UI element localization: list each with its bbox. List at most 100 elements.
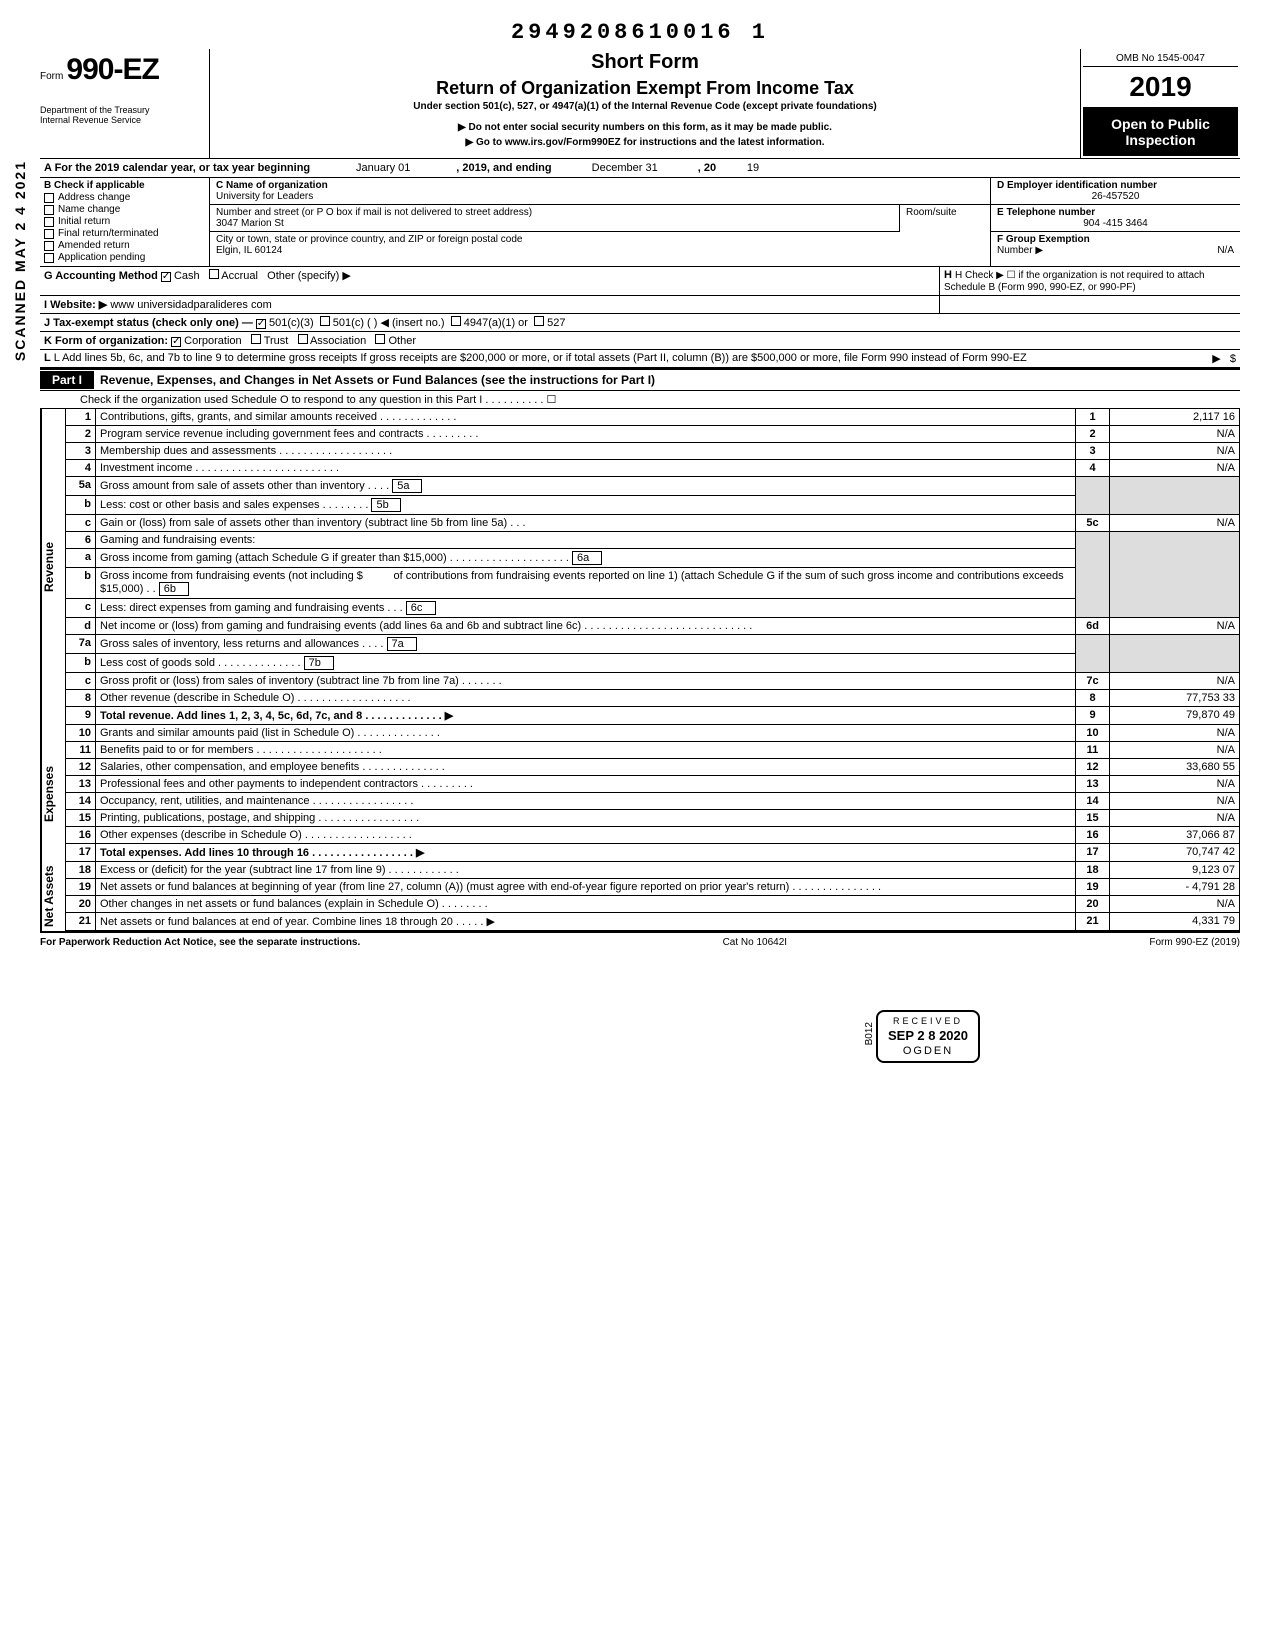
section-l: L L Add lines 5b, 6c, and 7b to line 9 t…: [40, 350, 1240, 369]
part1-header: Part I Revenue, Expenses, and Changes in…: [40, 369, 1240, 391]
line-16: 16Other expenses (describe in Schedule O…: [66, 827, 1240, 844]
stamp-received: RECEIVED: [888, 1016, 968, 1026]
line-11: 11Benefits paid to or for members . . . …: [66, 742, 1240, 759]
open-public-2: Inspection: [1087, 132, 1234, 148]
year-suffix: 19: [1161, 71, 1192, 102]
open-public-badge: Open to Public Inspection: [1083, 108, 1238, 156]
line-3: 3Membership dues and assessments . . . .…: [66, 443, 1240, 460]
chk-label: Final return/terminated: [58, 228, 159, 239]
org-name: University for Leaders: [216, 191, 313, 202]
dept-irs: Internal Revenue Service: [40, 115, 203, 125]
street-label: Number and street (or P O box if mail is…: [216, 207, 532, 218]
chk-label: Application pending: [58, 252, 145, 263]
short-form-label: Short Form: [218, 51, 1072, 74]
street-value: 3047 Marion St: [216, 218, 284, 229]
chk-initial-return[interactable]: Initial return: [44, 216, 205, 227]
section-g: G Accounting Method Cash Accrual Other (…: [40, 267, 1240, 296]
chk-corp[interactable]: [171, 337, 181, 347]
scanned-stamp: SCANNED MAY 2 4 2021: [12, 160, 28, 361]
line-4: 4Investment income . . . . . . . . . . .…: [66, 460, 1240, 477]
expenses-section: Expenses 10Grants and similar amounts pa…: [40, 725, 1240, 862]
line-15: 15Printing, publications, postage, and s…: [66, 810, 1240, 827]
chk-4947[interactable]: [451, 316, 461, 326]
line-14: 14Occupancy, rent, utilities, and mainte…: [66, 793, 1240, 810]
chk-amended-return[interactable]: Amended return: [44, 240, 205, 251]
k-assoc: Association: [310, 335, 366, 347]
chk-cash[interactable]: [161, 272, 171, 282]
chk-accrual[interactable]: [209, 269, 219, 279]
section-j: J Tax-exempt status (check only one) — 5…: [40, 314, 1240, 332]
chk-trust[interactable]: [251, 334, 261, 344]
line-a-label: A For the 2019 calendar year, or tax yea…: [44, 162, 310, 174]
line-a-end: December 31: [555, 162, 695, 174]
line-9: 9Total revenue. Add lines 1, 2, 3, 4, 5c…: [66, 707, 1240, 725]
f-label2: Number ▶: [997, 245, 1043, 256]
section-i: I Website: ▶ www universidadparalideres …: [40, 296, 1240, 314]
chk-501c3[interactable]: [256, 319, 266, 329]
footer-mid: Cat No 10642I: [723, 937, 788, 948]
city-value: Elgin, IL 60124: [216, 245, 282, 256]
part1-check-line: Check if the organization used Schedule …: [40, 391, 1240, 409]
chk-501c[interactable]: [320, 316, 330, 326]
stamp-location: OGDEN: [888, 1045, 968, 1057]
tax-year: 2019: [1083, 67, 1238, 108]
e-label: E Telephone number: [997, 207, 1095, 218]
chk-other[interactable]: [375, 334, 385, 344]
chk-label: Initial return: [58, 216, 110, 227]
line-6: 6Gaming and fundraising events:: [66, 532, 1240, 549]
j-opt4: 527: [547, 317, 565, 329]
received-stamp: RECEIVED SEP 2 8 2020 OGDEN B012: [876, 1010, 980, 1063]
line-17: 17Total expenses. Add lines 10 through 1…: [66, 844, 1240, 862]
stamp-side: B012: [864, 1022, 875, 1045]
j-opt2b: ) ◀ (insert no.): [374, 317, 445, 329]
section-b-container: B Check if applicable Address change Nam…: [40, 178, 1240, 267]
chk-assoc[interactable]: [298, 334, 308, 344]
year-prefix: 20: [1129, 71, 1160, 102]
g-label: G Accounting Method: [44, 270, 158, 282]
main-title: Return of Organization Exempt From Incom…: [218, 78, 1072, 99]
footer: For Paperwork Reduction Act Notice, see …: [40, 933, 1240, 948]
line-1: 1Contributions, gifts, grants, and simil…: [66, 409, 1240, 426]
line-5c: cGain or (loss) from sale of assets othe…: [66, 515, 1240, 532]
chk-final-return[interactable]: Final return/terminated: [44, 228, 205, 239]
line-21: 21Net assets or fund balances at end of …: [66, 913, 1240, 931]
line-6a: aGross income from gaming (attach Schedu…: [66, 549, 1240, 568]
f-label: F Group Exemption: [997, 234, 1090, 245]
phone-value: 904 -415 3464: [997, 218, 1234, 229]
open-public-1: Open to Public: [1087, 116, 1234, 132]
k-other: Other: [388, 335, 416, 347]
line-13: 13Professional fees and other payments t…: [66, 776, 1240, 793]
website-value: www universidadparalideres com: [110, 299, 271, 311]
revenue-side-label: Revenue: [41, 409, 65, 725]
form-number: 990-EZ: [66, 53, 158, 86]
line-18: 18Excess or (deficit) for the year (subt…: [66, 862, 1240, 879]
chk-name-change[interactable]: Name change: [44, 204, 205, 215]
footer-left: For Paperwork Reduction Act Notice, see …: [40, 937, 360, 948]
h-label: H: [944, 269, 952, 281]
line-a-begin: January 01: [313, 162, 453, 174]
l-dollar: $: [1230, 353, 1236, 365]
dept-treasury: Department of the Treasury: [40, 105, 203, 115]
section-b-header: B Check if applicable: [44, 180, 205, 191]
line-a-mid: , 2019, and ending: [456, 162, 551, 174]
section-k: K Form of organization: Corporation Trus…: [40, 332, 1240, 350]
city-label: City or town, state or province country,…: [216, 234, 522, 245]
chk-label: Address change: [58, 192, 130, 203]
h-text: H Check ▶ ☐ if the organization is not r…: [944, 270, 1205, 293]
netassets-section: Net Assets 18Excess or (deficit) for the…: [40, 862, 1240, 933]
line-6b: bGross income from fundraising events (n…: [66, 568, 1240, 599]
chk-application-pending[interactable]: Application pending: [44, 252, 205, 263]
j-label: J Tax-exempt status (check only one) —: [44, 317, 253, 329]
line-19: 19Net assets or fund balances at beginni…: [66, 879, 1240, 896]
line-5b: bLess: cost or other basis and sales exp…: [66, 496, 1240, 515]
ein-value: 26-457520: [997, 191, 1234, 202]
form-header: Form 990-EZ Department of the Treasury I…: [40, 49, 1240, 159]
cash-label: Cash: [174, 270, 200, 282]
line-2: 2Program service revenue including gover…: [66, 426, 1240, 443]
k-trust: Trust: [264, 335, 289, 347]
chk-address-change[interactable]: Address change: [44, 192, 205, 203]
chk-527[interactable]: [534, 316, 544, 326]
part1-label: Part I: [40, 371, 94, 389]
line-a: A For the 2019 calendar year, or tax yea…: [40, 159, 1240, 178]
line-12: 12Salaries, other compensation, and empl…: [66, 759, 1240, 776]
